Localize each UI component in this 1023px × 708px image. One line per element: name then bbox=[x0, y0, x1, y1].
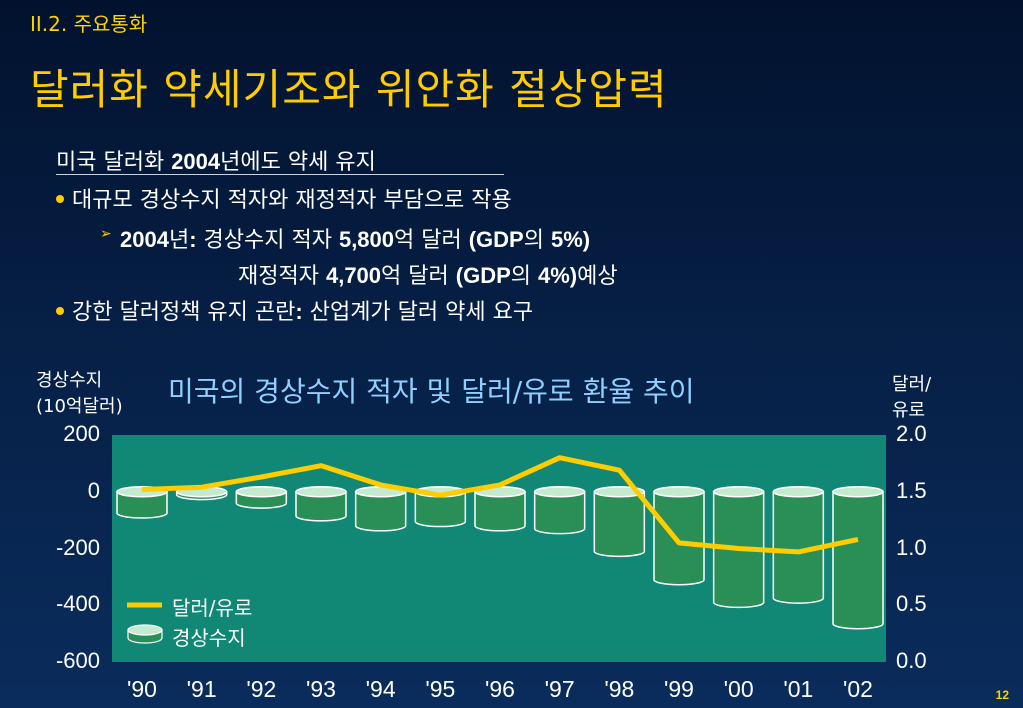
y-left-tick-label: -200 bbox=[55, 534, 100, 560]
x-tick-label: '96 bbox=[485, 676, 515, 702]
y-axis-right-label: 달러/ 유로 bbox=[892, 374, 932, 421]
y-left-tick-label: 200 bbox=[63, 421, 100, 446]
line-series bbox=[141, 455, 859, 555]
x-tick-label: '90 bbox=[127, 676, 157, 702]
bar-9 bbox=[653, 486, 705, 586]
x-tick-label: '95 bbox=[425, 676, 456, 702]
bar-11 bbox=[772, 486, 825, 604]
x-tick-label: '01 bbox=[783, 676, 814, 702]
bar-3 bbox=[295, 486, 347, 522]
bar-series bbox=[116, 486, 884, 630]
x-tick-label: '02 bbox=[843, 676, 873, 702]
x-tick-label: '91 bbox=[186, 676, 217, 702]
x-tick-label: '93 bbox=[306, 676, 336, 702]
chart-title: 미국의 경상수지 적자 및 달러/유로 환율 추이 bbox=[168, 375, 695, 408]
y-right-tick-label: 1.0 bbox=[896, 534, 927, 560]
x-tick-label: '94 bbox=[365, 676, 396, 702]
y-right-tick-label: 2.0 bbox=[896, 421, 927, 446]
bar-8 bbox=[593, 486, 646, 558]
y-right-tick-label: 0.5 bbox=[896, 591, 927, 617]
bar-12 bbox=[832, 486, 884, 630]
legend-label: 달러/유로 bbox=[172, 596, 253, 620]
y-axis-left-label: 경상수지 (10억달러) bbox=[36, 370, 123, 417]
bar-0 bbox=[116, 486, 168, 519]
legend-icons bbox=[127, 602, 163, 644]
y-left-tick-label: 0 bbox=[87, 477, 100, 503]
bar-6 bbox=[474, 486, 526, 532]
slide-title: 달러화 약세기조와 위안화 절상압력 bbox=[30, 65, 668, 114]
y-left-tick-label: -400 bbox=[55, 591, 100, 617]
x-tick-label: '97 bbox=[544, 676, 575, 702]
y-right-tick-label: 0.0 bbox=[896, 648, 927, 673]
bar-2 bbox=[235, 486, 288, 509]
legend-cylinder-icon bbox=[127, 624, 163, 644]
x-tick-label: '99 bbox=[664, 676, 694, 702]
x-tick-label: '98 bbox=[604, 676, 635, 702]
x-tick-label: '00 bbox=[723, 676, 754, 702]
y-right-tick-label: 1.5 bbox=[896, 477, 927, 503]
x-tick-label: '92 bbox=[246, 676, 277, 702]
bar-7 bbox=[533, 486, 586, 535]
legend-label: 경상수지 bbox=[172, 626, 246, 650]
bar-4 bbox=[354, 486, 407, 532]
section-label: II.2. 주요통화 bbox=[30, 12, 148, 36]
page-number: 12 bbox=[995, 688, 1009, 702]
y-left-tick-label: -600 bbox=[55, 648, 100, 673]
